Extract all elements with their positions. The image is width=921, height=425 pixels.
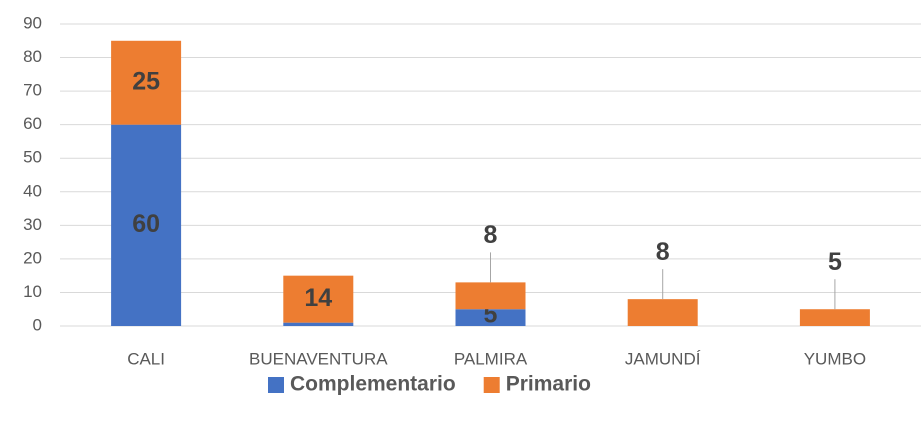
y-tick-label: 90 xyxy=(23,13,42,32)
data-label: 25 xyxy=(132,67,160,95)
x-tick-label: CALI xyxy=(127,349,165,368)
y-tick-label: 20 xyxy=(23,248,42,267)
data-label: 8 xyxy=(656,238,670,266)
x-tick-label: BUENAVENTURA xyxy=(249,349,388,368)
bar-segment xyxy=(283,275,354,323)
y-tick-label: 80 xyxy=(23,47,42,66)
data-label: 8 xyxy=(484,221,498,249)
y-tick-label: 60 xyxy=(23,114,42,133)
legend-swatch xyxy=(268,377,284,393)
legend-label: Primario xyxy=(506,373,591,396)
bar-segment xyxy=(627,299,698,326)
y-tick-label: 0 xyxy=(33,315,42,334)
legend-swatch xyxy=(483,377,500,393)
x-tick-label: PALMIRA xyxy=(454,349,528,368)
x-tick-label: JAMUNDÍ xyxy=(625,349,701,368)
bar-segment xyxy=(455,309,526,326)
bar-segment xyxy=(283,322,354,326)
bar-segment xyxy=(455,282,526,310)
x-tick-label: YUMBO xyxy=(804,349,866,368)
bar-segment xyxy=(111,40,182,125)
bar-segment xyxy=(111,124,182,327)
y-tick-label: 10 xyxy=(23,282,42,301)
y-tick-label: 40 xyxy=(23,181,42,200)
legend-label: Complementario xyxy=(290,373,456,396)
bar-segment xyxy=(799,309,870,326)
y-tick-label: 50 xyxy=(23,148,42,167)
data-label: 14 xyxy=(304,284,332,312)
data-label: 5 xyxy=(828,248,842,276)
y-tick-label: 30 xyxy=(23,215,42,234)
y-tick-label: 70 xyxy=(23,81,42,100)
data-label: 60 xyxy=(132,210,160,238)
